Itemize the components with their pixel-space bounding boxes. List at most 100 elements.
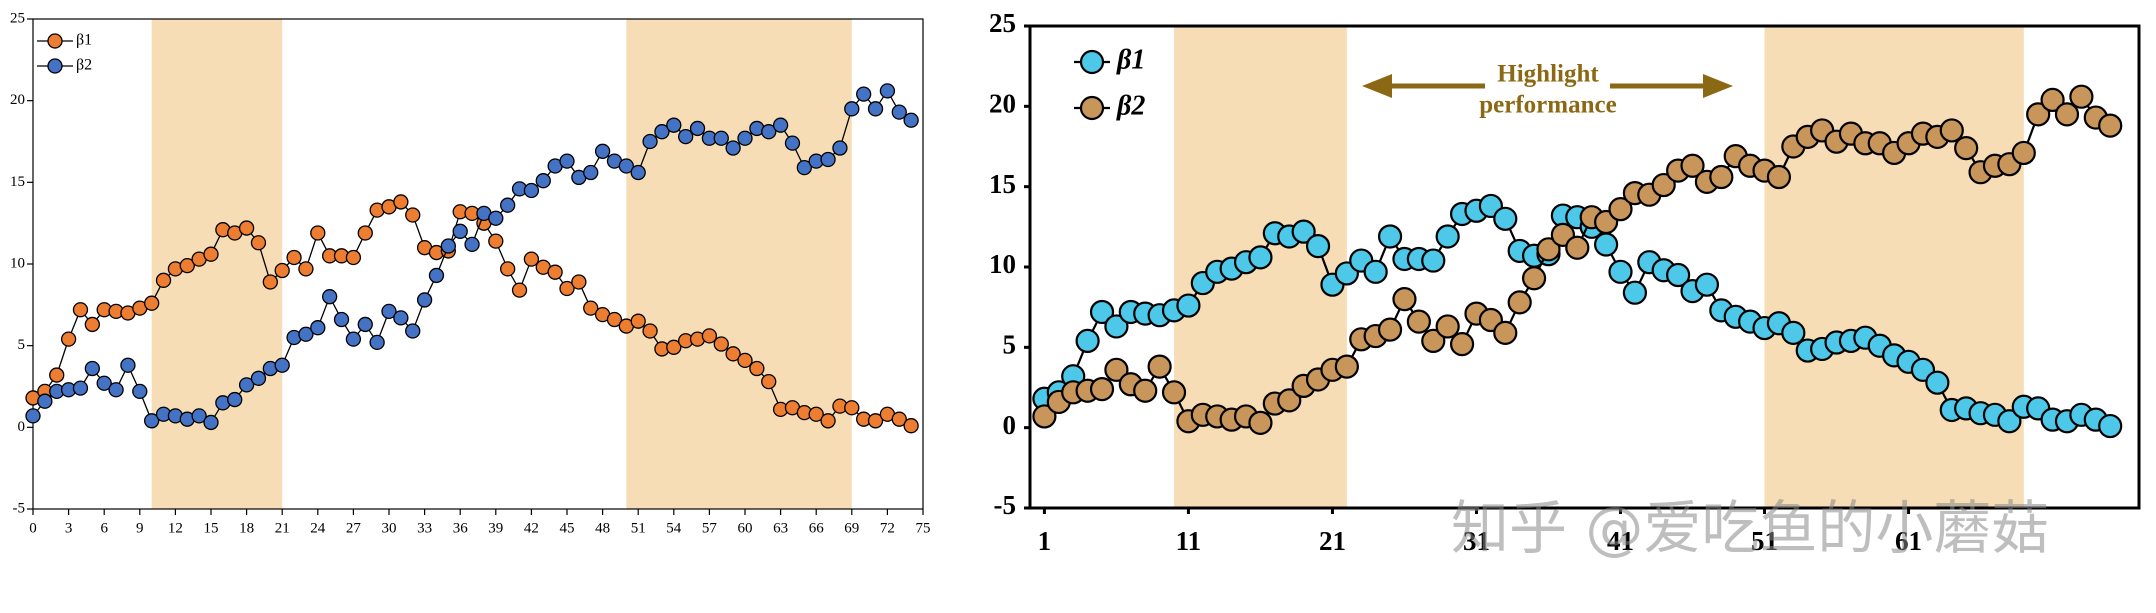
data-point [1032, 404, 1057, 429]
data-point [488, 210, 504, 226]
data-point [1493, 320, 1518, 345]
data-point [1925, 370, 1950, 395]
legend-label: β1 [1116, 44, 1145, 75]
x-tick-label: 57 [702, 520, 718, 536]
data-point [72, 302, 89, 318]
x-tick-label: 21 [275, 520, 290, 536]
data-point [1104, 314, 1129, 339]
data-point [310, 320, 326, 336]
x-tick-label: 30 [382, 520, 397, 536]
data-point [1392, 287, 1417, 312]
data-point [1666, 262, 1691, 288]
data-point [1939, 118, 1964, 143]
data-point [440, 238, 456, 254]
data-point [72, 380, 89, 396]
x-tick-label: 69 [844, 520, 859, 536]
data-point [856, 86, 872, 102]
data-point [784, 135, 801, 151]
data-point [2098, 413, 2123, 439]
data-point [1075, 328, 1100, 354]
arrow-right-head [1703, 74, 1733, 98]
x-tick-label: 45 [560, 520, 575, 536]
x-tick-label: 31 [1463, 526, 1490, 556]
data-point [120, 357, 136, 373]
data-point [452, 223, 468, 239]
data-point [583, 164, 599, 181]
data-point [1565, 235, 1590, 260]
data-point [523, 182, 540, 199]
data-point [500, 261, 516, 277]
legend-marker [47, 58, 63, 74]
data-point [322, 289, 338, 305]
data-point [1435, 314, 1460, 339]
y-tick-label: 20 [10, 92, 25, 108]
data-point [713, 130, 729, 146]
x-tick-label: 51 [1751, 526, 1778, 556]
data-point [642, 133, 658, 150]
data-point [1277, 388, 1302, 413]
data-point [203, 246, 219, 262]
data-point [689, 120, 706, 137]
data-point [832, 140, 848, 156]
x-tick-label: 18 [239, 520, 254, 536]
data-point [144, 413, 160, 429]
x-tick-label: 27 [346, 520, 362, 536]
data-point [1406, 309, 1431, 334]
data-point [1104, 357, 1129, 382]
data-point [1997, 409, 2022, 434]
y-tick-label: 25 [989, 8, 1016, 38]
data-point [274, 357, 290, 373]
data-point [416, 292, 433, 308]
data-point [1176, 293, 1201, 318]
data-point [1377, 317, 1403, 342]
data-point [179, 257, 195, 274]
data-point [1954, 136, 1979, 161]
data-point [238, 377, 255, 393]
x-tick-label: 72 [880, 520, 895, 536]
data-point [2040, 87, 2065, 113]
data-point [191, 408, 207, 424]
legend-marker [1079, 49, 1105, 75]
data-point [60, 331, 77, 347]
data-point [49, 367, 65, 383]
data-point [96, 375, 112, 391]
data-point [879, 83, 896, 99]
data-point [1781, 320, 1806, 345]
y-tick-label: 15 [10, 174, 25, 190]
data-point [796, 159, 812, 176]
data-point [405, 323, 421, 339]
data-point [2011, 140, 2036, 166]
data-point [761, 124, 777, 140]
data-point [2026, 102, 2051, 127]
x-tick-label: 42 [524, 520, 539, 536]
x-tick-label: 0 [29, 520, 37, 536]
data-point [132, 383, 148, 400]
highlight-band [1764, 26, 2024, 508]
data-point [1248, 410, 1273, 435]
data-point [1421, 248, 1446, 273]
x-tick-label: 48 [595, 520, 610, 536]
data-point [1435, 224, 1460, 249]
data-point [1680, 153, 1705, 178]
data-point [1449, 332, 1475, 357]
data-point [725, 346, 741, 362]
data-point [559, 280, 575, 297]
data-point [654, 124, 670, 140]
data-point [37, 393, 53, 409]
data-point [25, 408, 41, 424]
x-tick-label: 63 [773, 520, 788, 536]
data-point [808, 406, 824, 422]
data-point [891, 411, 907, 427]
data-point [274, 262, 290, 279]
data-point [820, 413, 836, 429]
data-point [357, 316, 373, 333]
y-tick-label: 5 [18, 337, 26, 353]
annotation: performance [1479, 92, 1616, 119]
data-point [345, 249, 362, 266]
data-point [511, 282, 528, 298]
legend-marker [1079, 95, 1105, 121]
data-point [844, 101, 860, 117]
data-point [238, 220, 255, 236]
data-point [1147, 354, 1172, 379]
